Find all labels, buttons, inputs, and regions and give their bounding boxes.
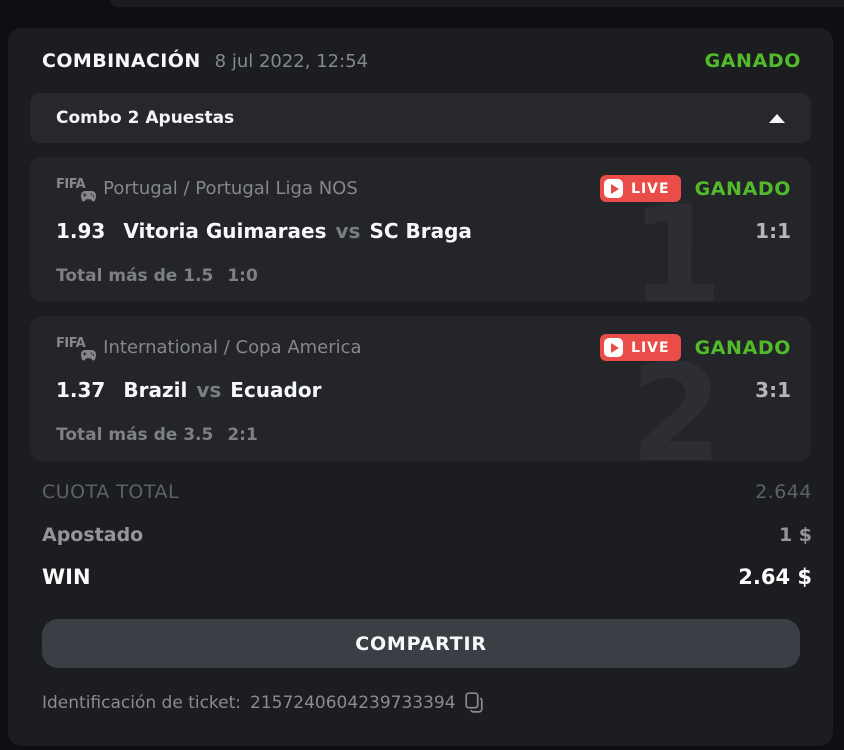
bet-index-watermark: 2 — [629, 336, 723, 461]
live-play-icon — [604, 179, 624, 198]
ticket-date: 8 jul 2022, 12:54 — [214, 50, 369, 72]
win-label: WIN — [42, 565, 91, 589]
previous-card-edge — [110, 0, 844, 7]
win-row: WIN 2.64 $ — [42, 565, 812, 589]
match-row: 1.93 Vitoria Guimaraes vs SC Braga 1:1 — [56, 219, 791, 243]
live-badge: LIVE — [600, 334, 681, 361]
ticket-id-value: 2157240604239733394 — [250, 692, 456, 713]
market-score: 1:0 — [227, 266, 258, 286]
live-badge: LIVE — [600, 175, 681, 202]
copy-icon[interactable] — [464, 692, 483, 713]
combo-collapse-bar[interactable]: Combo 2 Apuestas — [30, 93, 811, 143]
home-team: Brazil — [123, 378, 188, 402]
share-button[interactable]: COMPARTIR — [42, 619, 800, 668]
match-score: 3:1 — [755, 378, 791, 402]
total-odds-row: CUOTA TOTAL 2.644 — [42, 481, 812, 503]
league-name: International / Copa America — [103, 337, 362, 358]
vs-separator: vs — [196, 378, 222, 402]
combo-label: Combo 2 Apuestas — [56, 108, 235, 128]
away-team: SC Braga — [369, 219, 472, 243]
bet-index-watermark: 1 — [629, 177, 723, 302]
market-row: Total más de 3.5 2:1 — [56, 425, 791, 445]
vs-separator: vs — [335, 219, 361, 243]
bet-card-2: 2 FIFA International / Copa America LIVE… — [30, 316, 811, 461]
ticket-header: COMBINACIÓN 8 jul 2022, 12:54 GANADO — [8, 28, 833, 72]
fifa-esports-icon: FIFA — [56, 177, 97, 202]
home-team: Vitoria Guimaraes — [123, 219, 327, 243]
match-score: 1:1 — [755, 219, 791, 243]
match-row: 1.37 Brazil vs Ecuador 3:1 — [56, 378, 791, 402]
live-label: LIVE — [631, 180, 670, 197]
live-play-icon — [604, 338, 624, 357]
stake-row: Apostado 1 $ — [42, 524, 812, 546]
league-row: FIFA International / Copa America LIVE G… — [56, 334, 791, 361]
total-odds-value: 2.644 — [755, 481, 812, 503]
market-name: Total más de 1.5 — [56, 266, 214, 286]
total-odds-label: CUOTA TOTAL — [42, 481, 180, 503]
bet-status-badge: GANADO — [694, 336, 791, 359]
ticket-status-badge: GANADO — [704, 50, 801, 72]
market-name: Total más de 3.5 — [56, 425, 214, 445]
fifa-esports-icon: FIFA — [56, 336, 97, 361]
bet-ticket-card: COMBINACIÓN 8 jul 2022, 12:54 GANADO Com… — [8, 28, 833, 746]
market-score: 2:1 — [227, 425, 258, 445]
collapse-arrow-icon[interactable] — [769, 113, 785, 123]
market-row: Total más de 1.5 1:0 — [56, 266, 791, 286]
ticket-id-label: Identificación de ticket: — [42, 692, 242, 713]
bet-odds: 1.93 — [56, 219, 106, 243]
stake-label: Apostado — [42, 524, 144, 546]
bet-status-badge: GANADO — [694, 177, 791, 200]
bet-odds: 1.37 — [56, 378, 106, 402]
ticket-id-row: Identificación de ticket: 21572406042397… — [42, 692, 800, 713]
bet-card-1: 1 FIFA Portugal / Portugal Liga NOS LIVE… — [30, 157, 811, 302]
league-name: Portugal / Portugal Liga NOS — [103, 178, 358, 199]
league-row: FIFA Portugal / Portugal Liga NOS LIVE G… — [56, 175, 791, 202]
stake-value: 1 $ — [778, 524, 812, 546]
away-team: Ecuador — [230, 378, 322, 402]
live-label: LIVE — [631, 339, 670, 356]
ticket-type-title: COMBINACIÓN — [42, 50, 201, 72]
win-value: 2.64 $ — [738, 565, 812, 589]
